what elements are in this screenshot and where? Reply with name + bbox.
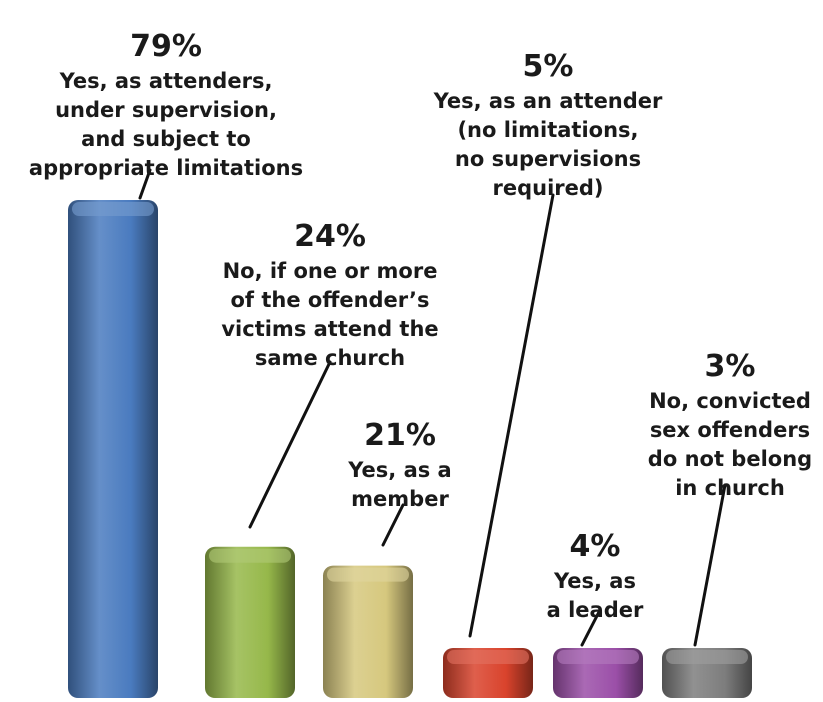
bar-3-cap	[327, 567, 409, 582]
category-label-6: No, convicted sex offenders do not belong i…	[648, 389, 812, 500]
data-label-5: 4%	[570, 529, 621, 564]
leader-line-6	[693, 483, 727, 647]
category-label-3: Yes, as a member	[347, 458, 451, 511]
category-label-5: Yes, as a leader	[547, 569, 644, 622]
category-label-1: Yes, as attenders, under supervision, and …	[29, 69, 303, 180]
data-label-1: 79%	[130, 29, 202, 64]
data-label-2: 24%	[294, 219, 366, 254]
leader-line-1	[138, 168, 152, 200]
leader-line-4	[468, 193, 555, 638]
category-label-2: No, if one or more of the offender’s victi…	[221, 259, 438, 370]
bar-6-cap	[666, 650, 748, 664]
data-label-6: 3%	[705, 349, 756, 384]
bar-2	[205, 546, 295, 698]
bar-5-cap	[557, 650, 639, 664]
leader-line-2	[248, 360, 332, 529]
leader-line-5	[580, 608, 602, 647]
bar-3	[323, 565, 413, 698]
leader-lines-layer	[138, 168, 727, 647]
bar-1-cap	[72, 202, 154, 216]
bar-4-cap	[447, 650, 529, 664]
category-label-4: Yes, as an attender (no limitations, no su…	[433, 89, 663, 200]
data-label-3: 21%	[364, 418, 436, 453]
labels-layer: 79% Yes, as attenders, under supervision, a…	[29, 29, 812, 622]
bars-layer	[68, 200, 752, 698]
bar-1	[68, 200, 158, 698]
leader-line-3	[381, 503, 405, 547]
bar-2-cap	[209, 548, 291, 563]
data-label-4: 5%	[523, 49, 574, 84]
